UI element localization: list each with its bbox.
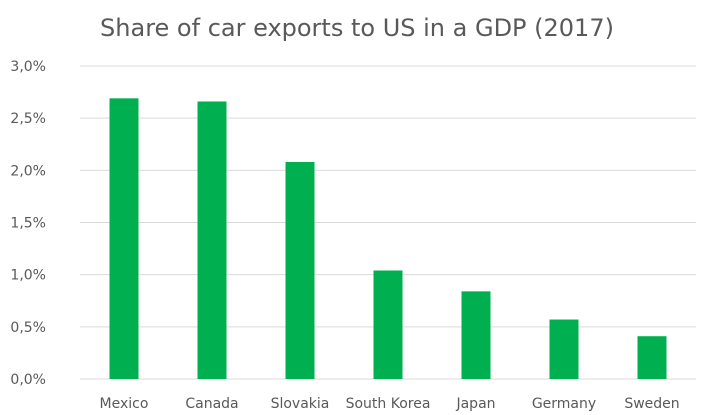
bar-slovakia xyxy=(285,161,315,379)
bars xyxy=(109,98,667,380)
y-axis-tick-labels: 0,0% 0,5% 1,0% 1,5% 2,0% 2,5% 3,0% xyxy=(10,59,46,388)
y-tick-label: 1,0% xyxy=(10,268,46,284)
chart-title: Share of car exports to US in a GDP (201… xyxy=(100,14,614,42)
bar-germany xyxy=(549,319,579,379)
y-tick-label: 2,0% xyxy=(10,163,46,179)
bar-canada xyxy=(197,101,227,380)
x-category-label: Sweden xyxy=(624,396,679,412)
x-category-label: Germany xyxy=(532,396,596,412)
bar-mexico xyxy=(109,98,139,380)
x-category-label: Mexico xyxy=(100,396,149,412)
x-category-label: Japan xyxy=(455,396,495,412)
bar-japan xyxy=(461,291,491,379)
y-tick-label: 3,0% xyxy=(10,59,46,75)
x-axis-category-labels: Mexico Canada Slovakia South Korea Japan Germ… xyxy=(100,396,680,412)
bar-south-korea xyxy=(373,270,403,379)
y-tick-label: 2,5% xyxy=(10,111,46,127)
x-category-label: South Korea xyxy=(346,396,431,412)
x-category-label: Slovakia xyxy=(271,396,330,412)
y-tick-label: 0,5% xyxy=(10,320,46,336)
x-category-label: Canada xyxy=(185,396,238,412)
y-tick-label: 0,0% xyxy=(10,372,46,388)
y-tick-label: 1,5% xyxy=(10,216,46,232)
bar-sweden xyxy=(637,336,667,379)
